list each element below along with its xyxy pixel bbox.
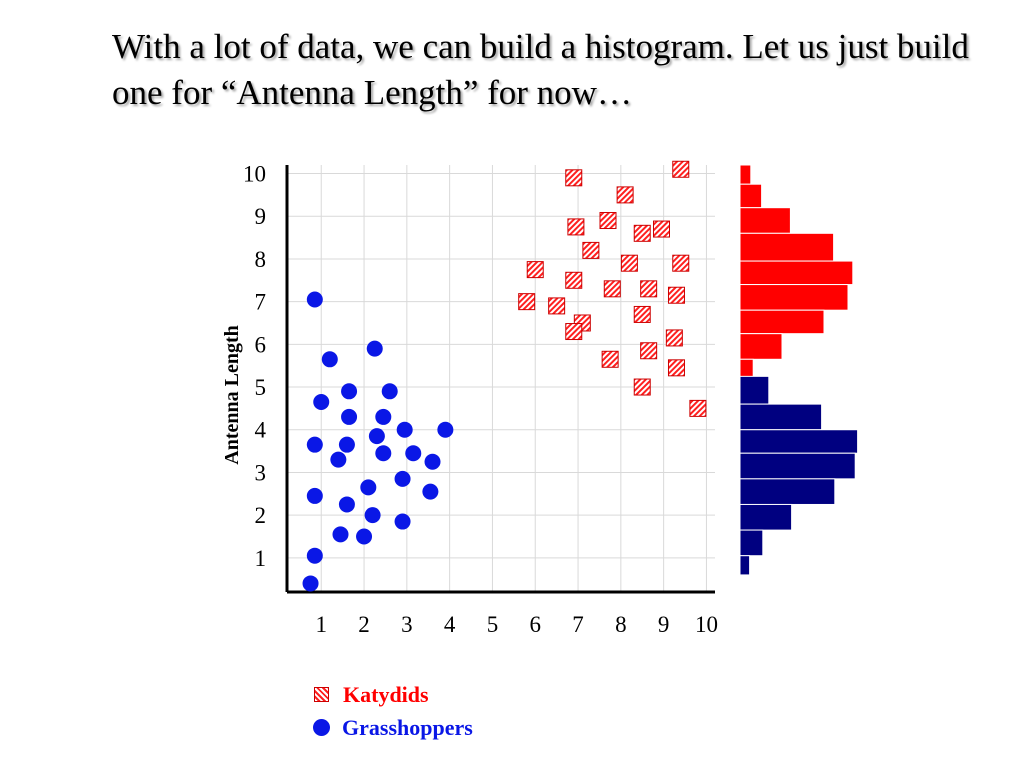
- grasshopper-histogram-bar: [739, 375, 770, 405]
- y-tick-label: 7: [255, 290, 267, 315]
- katydid-point: [640, 342, 658, 360]
- x-tick-label: 2: [358, 612, 370, 637]
- grasshopper-point: [321, 351, 338, 368]
- katydid-histogram-bar: [739, 260, 854, 286]
- grasshopper-point: [394, 513, 411, 530]
- katydid-point: [633, 224, 651, 242]
- grasshopper-point: [338, 436, 355, 453]
- grasshopper-histogram-bar: [739, 503, 793, 531]
- katydid-histogram-bar: [739, 207, 791, 234]
- katydid-point: [518, 293, 536, 311]
- circle-icon: [313, 719, 330, 736]
- y-tick-label: 2: [255, 503, 267, 528]
- grasshopper-point: [396, 421, 413, 438]
- katydid-point: [640, 280, 658, 298]
- katydid-point: [526, 261, 544, 279]
- katydid-histogram-bar: [739, 232, 835, 262]
- grasshopper-point: [341, 383, 358, 400]
- katydid-point: [565, 169, 583, 187]
- x-tick-label: 3: [401, 612, 413, 637]
- katydid-point: [667, 359, 685, 377]
- grasshopper-point: [364, 507, 381, 524]
- x-tick-label: 8: [615, 612, 627, 637]
- x-tick-label: 10: [695, 612, 718, 637]
- chart-legend: Katydids Grasshoppers: [312, 678, 473, 744]
- y-tick-label: 5: [255, 375, 267, 400]
- grasshopper-point: [375, 408, 392, 425]
- grasshopper-point: [306, 436, 323, 453]
- legend-item-katydids: Katydids: [312, 678, 473, 711]
- grasshopper-point: [332, 526, 349, 543]
- grasshopper-point: [313, 393, 330, 410]
- slide-title: With a lot of data, we can build a histo…: [112, 27, 969, 112]
- grasshopper-point: [366, 340, 383, 357]
- grasshopper-point: [437, 421, 454, 438]
- katydid-point: [603, 280, 621, 298]
- katydid-point: [672, 160, 690, 178]
- grasshopper-point: [341, 408, 358, 425]
- x-tick-label: 7: [572, 612, 584, 637]
- katydid-histogram-bar: [739, 284, 849, 311]
- grasshopper-point: [306, 547, 323, 564]
- y-tick-label: 4: [255, 418, 267, 443]
- grasshopper-point: [330, 451, 347, 468]
- katydid-point: [653, 220, 670, 238]
- katydid-point: [672, 254, 690, 272]
- katydid-point: [565, 323, 583, 341]
- x-tick-label: 9: [658, 612, 670, 637]
- y-tick-label: 3: [255, 460, 267, 485]
- katydid-histogram-bar: [739, 164, 752, 185]
- grasshopper-point: [381, 383, 398, 400]
- katydid-point: [565, 271, 583, 289]
- katydid-point: [633, 378, 651, 396]
- y-tick-label: 10: [243, 162, 266, 187]
- grasshopper-histogram-bar: [739, 429, 859, 454]
- katydid-point: [633, 305, 651, 323]
- grasshopper-point: [306, 487, 323, 504]
- y-axis-label: Antenna Length: [221, 325, 243, 464]
- katydid-histogram-bar: [739, 309, 825, 335]
- katydid-histogram-bar: [739, 183, 763, 209]
- katydid-point: [616, 186, 634, 204]
- x-tick-label: 4: [444, 612, 456, 637]
- grasshopper-histogram-bar: [739, 478, 836, 505]
- y-tick-label: 1: [255, 546, 267, 571]
- katydid-point: [548, 297, 566, 315]
- katydid-histogram-bar: [739, 333, 783, 360]
- legend-label-grasshoppers: Grasshoppers: [342, 715, 473, 740]
- katydid-point: [665, 329, 683, 347]
- grasshopper-point: [338, 496, 355, 513]
- grasshopper-point: [405, 445, 422, 462]
- y-tick-label: 9: [255, 204, 267, 229]
- katydid-point: [567, 218, 585, 236]
- grasshopper-point: [368, 428, 385, 445]
- grasshopper-point: [360, 479, 377, 496]
- grasshopper-histogram-bar: [739, 529, 764, 557]
- grasshopper-histogram-bar: [739, 452, 856, 480]
- katydid-point: [667, 286, 685, 304]
- grasshopper-point: [306, 291, 323, 308]
- grasshopper-point: [356, 528, 373, 545]
- grasshopper-point: [422, 483, 439, 500]
- katydid-point: [599, 212, 617, 230]
- katydid-point: [620, 254, 638, 272]
- y-tick-label: 6: [255, 332, 267, 357]
- y-tick-label: 8: [255, 247, 267, 272]
- grasshopper-point: [302, 575, 319, 592]
- hatched-square-icon: [314, 687, 329, 702]
- grasshopper-point: [424, 453, 441, 470]
- x-tick-label: 5: [487, 612, 499, 637]
- legend-label-katydids: Katydids: [343, 682, 429, 707]
- grasshopper-histogram-bar: [739, 555, 751, 576]
- grasshopper-point: [375, 445, 392, 462]
- katydid-point: [689, 399, 707, 417]
- katydid-point: [601, 350, 619, 368]
- grasshopper-histogram-bar: [739, 403, 823, 431]
- x-tick-label: 1: [315, 612, 327, 637]
- grasshopper-point: [394, 470, 411, 487]
- x-tick-label: 6: [529, 612, 541, 637]
- katydid-point: [582, 241, 600, 259]
- legend-item-grasshoppers: Grasshoppers: [312, 711, 473, 744]
